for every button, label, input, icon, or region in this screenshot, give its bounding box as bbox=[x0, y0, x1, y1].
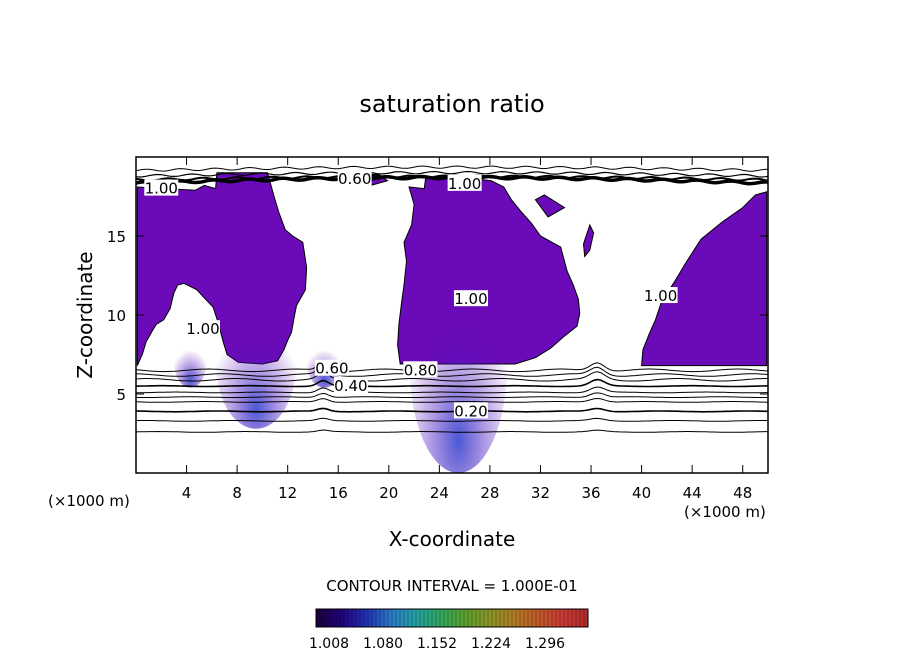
x-unit-left: (×1000 m) bbox=[48, 492, 130, 510]
contour-label: 1.00 bbox=[186, 320, 219, 338]
x-tick-label: 12 bbox=[278, 484, 297, 502]
contour-label: 1.00 bbox=[448, 175, 481, 193]
contour-label-bg bbox=[185, 320, 220, 337]
contour-line-9 bbox=[136, 366, 768, 377]
x-tick-label: 44 bbox=[683, 484, 702, 502]
x-tick-label: 8 bbox=[232, 484, 242, 502]
contour-label: 1.00 bbox=[454, 290, 487, 308]
contour-label-bg bbox=[447, 174, 482, 191]
supersaturated-core-1 bbox=[215, 296, 297, 429]
contour-label: 0.60 bbox=[315, 360, 348, 378]
tropopause-line-4 bbox=[136, 165, 768, 172]
tropopause-line-3 bbox=[136, 170, 768, 178]
contour-line-10 bbox=[136, 362, 768, 373]
x-axis-ticks: 4 8 12 16 20 24 28 32 36 40 44 48 bbox=[182, 157, 752, 502]
x-tick-label: 16 bbox=[329, 484, 348, 502]
y-axis-label: Z-coordinate bbox=[73, 251, 97, 378]
supersaturated-region-3 bbox=[641, 191, 768, 367]
contour-label-bg bbox=[453, 402, 488, 419]
colorbar-tick-label: 1.152 bbox=[417, 636, 457, 652]
contour-label-bg bbox=[314, 359, 349, 376]
x-tick-label: 4 bbox=[182, 484, 192, 502]
contour-label: 0.80 bbox=[404, 361, 437, 379]
contour-label-bg bbox=[144, 179, 179, 196]
x-tick-label: 40 bbox=[632, 484, 651, 502]
contour-lines bbox=[136, 362, 768, 433]
x-tick-label: 20 bbox=[379, 484, 398, 502]
colorbar-tick-labels: 1.008 1.080 1.152 1.224 1.296 bbox=[309, 636, 565, 652]
supersaturated-region-5 bbox=[534, 194, 566, 218]
contour-label-bg bbox=[333, 377, 368, 394]
contour-interval-text: CONTOUR INTERVAL = 1.000E-01 bbox=[326, 577, 577, 595]
contour-label-bg bbox=[337, 170, 372, 187]
y-tick-label: 5 bbox=[116, 386, 126, 404]
contour-label-bg bbox=[643, 287, 678, 304]
supersaturated-region-6 bbox=[582, 223, 595, 258]
x-unit-right: (×1000 m) bbox=[684, 503, 766, 521]
colorbar-tick-label: 1.008 bbox=[309, 636, 349, 652]
contour-label-bg bbox=[453, 290, 488, 307]
x-tick-label: 48 bbox=[733, 484, 752, 502]
y-tick-label: 10 bbox=[107, 307, 126, 325]
x-tick-label: 36 bbox=[581, 484, 600, 502]
colorbar-tick-label: 1.296 bbox=[525, 636, 565, 652]
contour-line-2 bbox=[136, 417, 768, 422]
x-tick-label: 32 bbox=[531, 484, 550, 502]
colorbar-tick-label: 1.224 bbox=[471, 636, 511, 652]
contour-label-bg bbox=[403, 361, 438, 378]
contour-line-4 bbox=[136, 397, 768, 403]
contour-label: 0.40 bbox=[334, 377, 367, 395]
y-axis-ticks: 5 10 15 bbox=[107, 228, 768, 404]
colorbar: 1.008 1.080 1.152 1.224 1.296 bbox=[309, 608, 589, 652]
contour-labels: 0.200.400.60 0.801.001.00 1.000.60 1.001.00 bbox=[144, 170, 678, 420]
contour-line-3 bbox=[136, 407, 768, 413]
contour-line-5 bbox=[136, 392, 768, 398]
contour-label: 0.60 bbox=[338, 170, 371, 188]
x-tick-label: 28 bbox=[480, 484, 499, 502]
contour-label: 0.20 bbox=[454, 402, 487, 420]
contour-line-7 bbox=[136, 378, 768, 388]
chart-title: saturation ratio bbox=[359, 90, 544, 118]
colorbar-tick-label: 1.080 bbox=[363, 636, 403, 652]
contour-line-1 bbox=[136, 429, 768, 433]
x-axis-label: X-coordinate bbox=[389, 527, 516, 551]
contour-line-8 bbox=[136, 371, 768, 382]
x-tick-label: 24 bbox=[430, 484, 449, 502]
contour-label: 1.00 bbox=[644, 287, 677, 305]
y-tick-label: 15 bbox=[107, 228, 126, 246]
colorbar-stripes bbox=[319, 609, 585, 627]
contour-label: 1.00 bbox=[145, 180, 178, 198]
contour-line-6 bbox=[136, 386, 768, 394]
